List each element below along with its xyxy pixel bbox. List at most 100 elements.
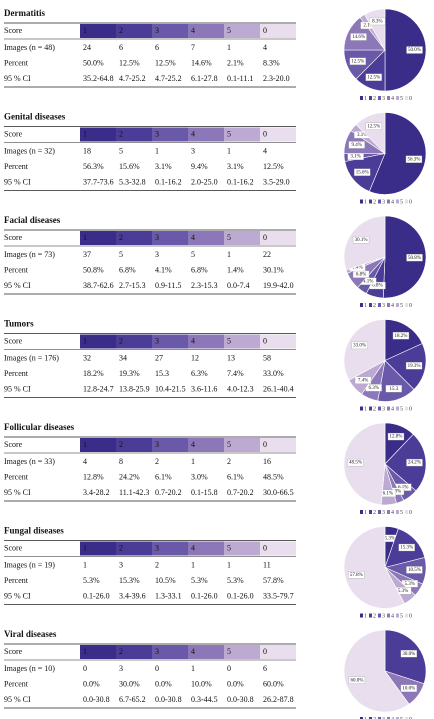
cell: 4 [191, 647, 195, 656]
cell: 13 [227, 353, 235, 362]
pie-label-box [365, 73, 382, 81]
cell: 12 [191, 353, 199, 362]
legend-label: 5 [400, 303, 403, 309]
cell: 3 [155, 250, 159, 259]
pie-label-box [350, 33, 367, 41]
legend-label: 3 [382, 717, 385, 719]
cell: 5 [227, 26, 231, 35]
cell: 15.3 [155, 369, 169, 378]
cell: 0.1-15.8 [191, 488, 218, 497]
cell: 1 [227, 146, 231, 155]
pie-label-box [354, 376, 372, 384]
pie-label: 3.1% [357, 133, 367, 138]
score-cell [260, 127, 296, 142]
legend-swatch [360, 717, 363, 719]
pie-label: 14.6% [352, 35, 365, 40]
score-cell [80, 438, 116, 452]
legend-label: 5 [400, 199, 403, 205]
cell: 12.5% [263, 162, 284, 171]
legend-swatch [369, 613, 372, 618]
legend-label: 1 [364, 303, 367, 309]
cell: 2 [119, 233, 123, 242]
cell: 5.3% [191, 576, 208, 585]
cell: 1 [83, 440, 87, 449]
cell: 3 [155, 336, 159, 345]
cell: 1 [191, 457, 195, 466]
score-cell [152, 24, 188, 38]
cell: 0.3-44.5 [191, 695, 218, 704]
score-cell [224, 334, 260, 349]
pie-label: 50.0% [408, 48, 421, 53]
legend-swatch [387, 510, 390, 514]
cell: 3 [155, 647, 159, 656]
section-title: Viral diseases [4, 629, 57, 639]
cell: 15.6% [119, 162, 140, 171]
cell: 3.5-29.0 [263, 177, 290, 186]
score-cell [224, 541, 260, 556]
score-cell [260, 541, 296, 556]
score-cell [224, 645, 260, 659]
cell: 0.9-11.5 [155, 281, 181, 290]
pie-label: 10.0% [402, 686, 415, 691]
legend-swatch [387, 406, 390, 411]
legend-label: 0 [409, 199, 412, 205]
row-label: Images (n = 73) [4, 250, 55, 259]
row-label: Percent [4, 472, 29, 481]
legend-swatch [369, 199, 372, 204]
pie-label-box [406, 566, 423, 574]
pie-label: 6.8% [356, 272, 366, 277]
pie-label: 5.3% [405, 582, 415, 587]
legend-swatch [396, 303, 399, 307]
legend-swatch [396, 406, 399, 411]
legend-label: 5 [400, 717, 403, 719]
cell: 6.1% [155, 472, 172, 481]
row-label: Score [4, 647, 23, 656]
legend-label: 0 [409, 303, 412, 309]
cell: 19.9-42.0 [263, 281, 294, 290]
cell: 10.0% [191, 679, 212, 688]
cell: 35.2-64.8 [83, 74, 114, 83]
pie-label-box [385, 385, 402, 393]
cell: 0.0% [155, 679, 172, 688]
cell: 5 [119, 146, 123, 155]
pie-label: 8.3% [372, 20, 382, 25]
row-label: 95 % CI [4, 74, 31, 83]
legend-swatch [405, 510, 408, 514]
cell: 3 [155, 440, 159, 449]
cell: 30.0% [119, 679, 140, 688]
row-label: Percent [4, 58, 29, 67]
pie-label-box [398, 543, 415, 552]
score-cell [80, 541, 116, 556]
legend-label: 2 [373, 406, 376, 412]
legend-swatch [378, 717, 381, 719]
cell: 4 [263, 43, 267, 52]
pie-label: 12.8% [390, 435, 403, 440]
pie-label: 57.8% [350, 573, 363, 578]
pie-label-box [387, 432, 405, 441]
cell: 4 [191, 543, 195, 552]
cell: 10.4-21.5 [155, 384, 186, 393]
cell: 2 [227, 457, 231, 466]
cell: 0 [83, 664, 87, 673]
legend-swatch [387, 613, 390, 618]
legend-label: 1 [364, 406, 367, 412]
cell: 12.5% [155, 58, 176, 67]
cell: 34 [119, 353, 127, 362]
score-cell [152, 438, 188, 452]
cell: 37 [83, 250, 91, 259]
score-cell [116, 231, 152, 245]
pie-label-box [348, 571, 365, 579]
cell: 2 [119, 336, 123, 345]
cell: 2 [119, 26, 123, 35]
score-cell [224, 438, 260, 452]
legend-label: 4 [391, 406, 394, 412]
cell: 0.1-11.1 [227, 74, 253, 83]
cell: 2.3-15.3 [191, 281, 218, 290]
row-label: Images (n = 48) [4, 43, 55, 52]
legend-swatch [387, 303, 390, 307]
cell: 5.3-32.8 [119, 177, 146, 186]
cell: 3 [119, 560, 123, 569]
legend-swatch [378, 303, 381, 307]
